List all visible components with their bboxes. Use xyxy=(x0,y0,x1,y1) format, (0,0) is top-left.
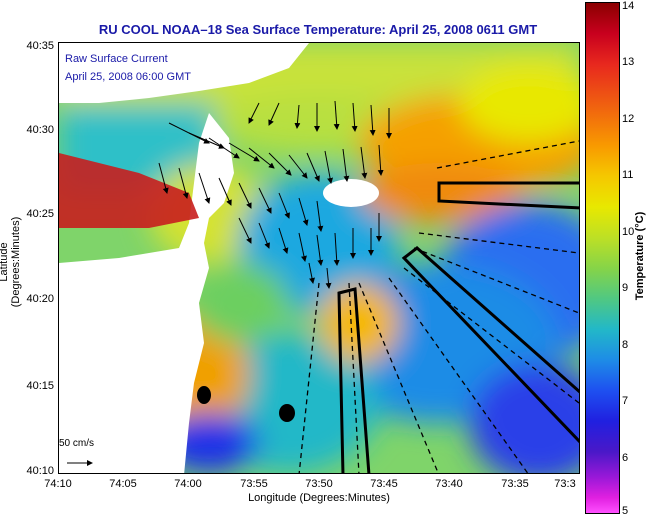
y-tick: 40:25 xyxy=(26,208,54,220)
colorbar-tick: 8 xyxy=(622,339,629,351)
legend-current-time: April 25, 2008 06:00 GMT xyxy=(65,71,191,83)
x-tick: 74:05 xyxy=(109,478,137,490)
y-tick: 40:35 xyxy=(26,40,54,52)
y-tick: 40:10 xyxy=(26,465,54,477)
colorbar-tick: 14 xyxy=(622,0,635,12)
x-tick: 73:55 xyxy=(240,478,268,490)
x-tick: 73:35 xyxy=(501,478,529,490)
colorbar-tick: 13 xyxy=(622,56,635,68)
colorbar-tick: 5 xyxy=(622,505,629,517)
temperature-colorbar xyxy=(585,2,620,514)
x-tick: 74:00 xyxy=(174,478,202,490)
x-tick: 73:50 xyxy=(305,478,333,490)
colorbar-label: Temperature (°C) xyxy=(634,211,646,301)
legend-current-label: Raw Surface Current xyxy=(65,53,168,65)
colorbar-tick: 6 xyxy=(622,452,629,464)
x-tick: 74:10 xyxy=(44,478,72,490)
colorbar-tick: 12 xyxy=(622,113,635,125)
map-title: RU COOL NOAA–18 Sea Surface Temperature:… xyxy=(98,22,538,37)
y-tick: 40:30 xyxy=(26,124,54,136)
colorbar-tick: 11 xyxy=(622,169,634,181)
sst-map[interactable]: Raw Surface Current April 25, 2008 06:00… xyxy=(58,42,580,474)
x-tick: 73:40 xyxy=(435,478,463,490)
colorbar-tick: 9 xyxy=(622,282,629,294)
sst-field xyxy=(59,43,579,473)
vector-scale-label: 50 cm/s xyxy=(59,438,95,449)
colorbar-tick: 7 xyxy=(622,395,629,407)
x-axis-label: Longitude (Degrees:Minutes) xyxy=(248,492,390,504)
x-tick: 73:3 xyxy=(554,478,576,490)
y-tick: 40:20 xyxy=(26,293,54,305)
y-tick: 40:15 xyxy=(26,380,54,392)
colorbar-tick: 10 xyxy=(622,226,635,238)
x-tick: 73:45 xyxy=(370,478,398,490)
